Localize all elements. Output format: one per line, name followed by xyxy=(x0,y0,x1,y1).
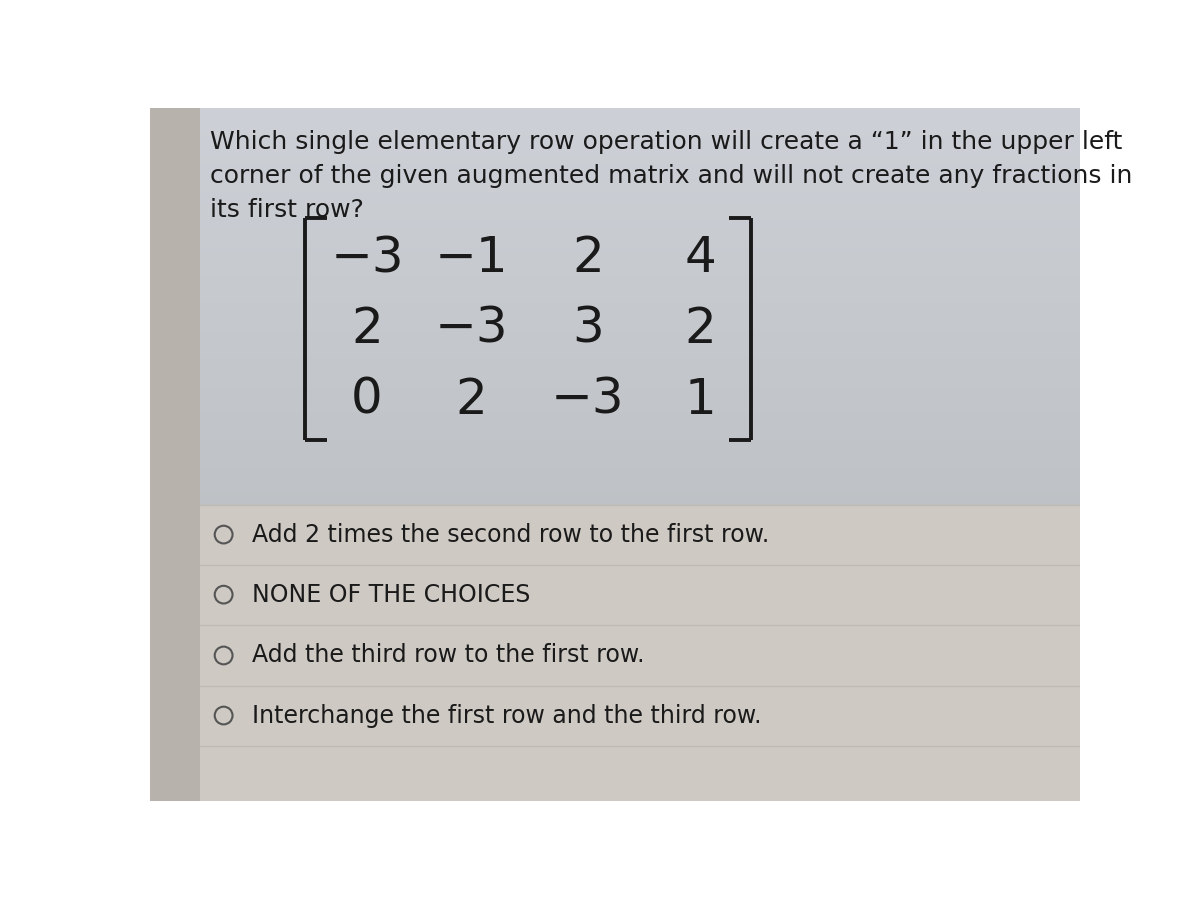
Text: Add the third row to the first row.: Add the third row to the first row. xyxy=(252,644,644,668)
Text: 2: 2 xyxy=(456,376,487,424)
Text: 2: 2 xyxy=(684,305,716,353)
Text: 0: 0 xyxy=(352,376,383,424)
Text: 4: 4 xyxy=(684,234,716,283)
Text: Which single elementary row operation will create a “1” in the upper left
corner: Which single elementary row operation wi… xyxy=(210,130,1133,222)
Text: NONE OF THE CHOICES: NONE OF THE CHOICES xyxy=(252,582,530,607)
Text: −1: −1 xyxy=(434,234,509,283)
Text: 2: 2 xyxy=(572,234,604,283)
Text: −3: −3 xyxy=(330,234,404,283)
Text: −3: −3 xyxy=(434,305,509,353)
Text: 2: 2 xyxy=(352,305,383,353)
Text: Interchange the first row and the third row.: Interchange the first row and the third … xyxy=(252,704,762,727)
Bar xyxy=(150,108,200,801)
Text: −3: −3 xyxy=(551,376,625,424)
Text: Add 2 times the second row to the first row.: Add 2 times the second row to the first … xyxy=(252,523,769,546)
Bar xyxy=(150,505,1080,801)
Text: 1: 1 xyxy=(684,376,716,424)
Text: 3: 3 xyxy=(572,305,604,353)
